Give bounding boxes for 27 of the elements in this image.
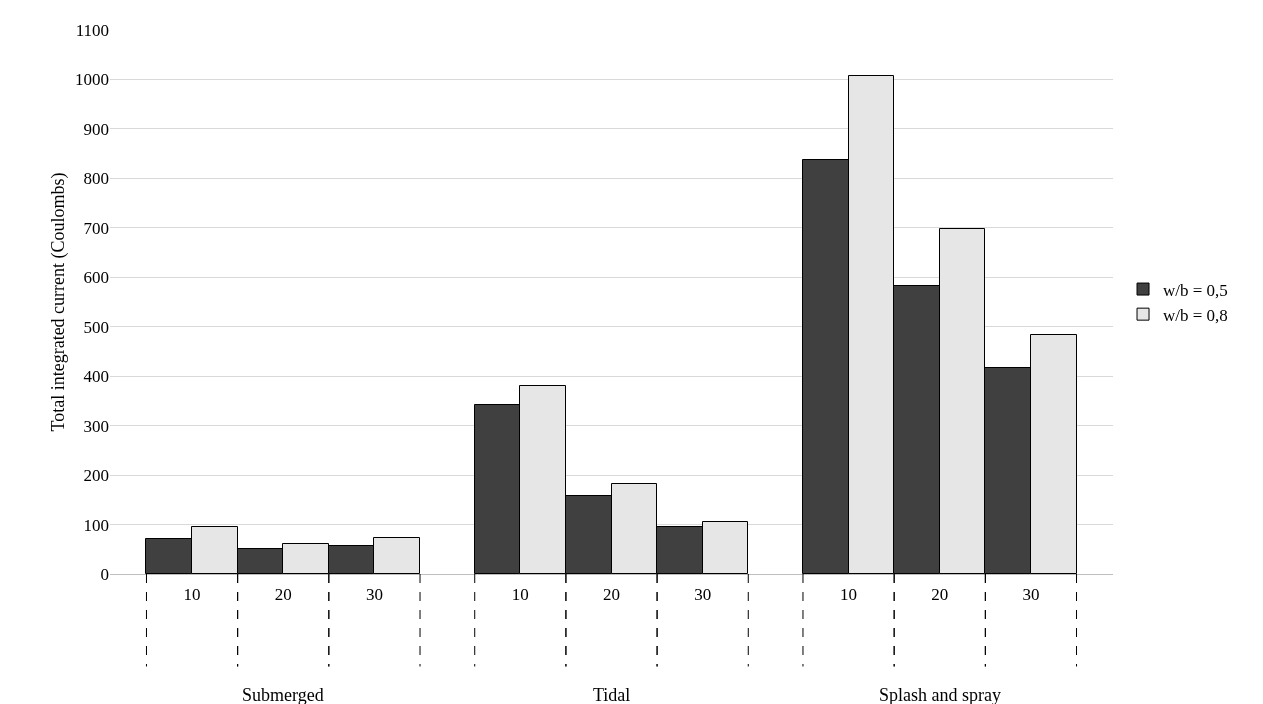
y-tick-label: 900 <box>83 119 109 139</box>
y-tick-label: 0 <box>100 564 109 584</box>
y-tick-label: 500 <box>83 317 109 337</box>
y-tick-label: 800 <box>83 169 109 189</box>
text: Splash and spray <box>879 685 1001 704</box>
y-tick-label: 200 <box>83 466 109 486</box>
text: Submerged <box>242 685 324 704</box>
y-tick-label: 100 <box>83 515 109 535</box>
x-tick-label: 20 <box>603 585 620 604</box>
x-tick-label: 20 <box>274 585 292 604</box>
y-tick-label: 1100 <box>75 20 109 40</box>
legend-label: w/b = 0,8 <box>1163 305 1228 325</box>
x-tick-label: 10 <box>183 585 201 604</box>
x-tick-label: 30 <box>694 585 712 604</box>
y-tick-label: 600 <box>83 268 109 288</box>
y-axis-title: Total integrated current (Coulombs) <box>48 172 69 432</box>
text: Tidal <box>593 685 631 704</box>
y-tick-label: 1000 <box>75 70 109 90</box>
x-tick-label: 30 <box>1022 585 1040 604</box>
y-tick-label: 300 <box>83 416 109 436</box>
y-tick-label: 700 <box>83 218 109 238</box>
y-tick-label: 400 <box>83 367 109 387</box>
x-tick-label: 20 <box>931 585 949 604</box>
legend-label: w/b = 0,5 <box>1163 280 1228 300</box>
x-tick-label: 30 <box>365 585 383 604</box>
x-tick-label: 10 <box>840 585 858 604</box>
x-tick-label: 10 <box>511 585 529 604</box>
